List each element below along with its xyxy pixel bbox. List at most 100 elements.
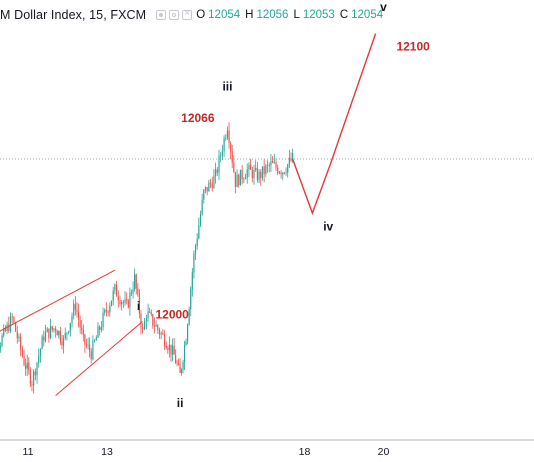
channel-upper-line[interactable] [0, 269, 116, 341]
candle-body [38, 355, 40, 363]
candle [49, 318, 52, 340]
candle [16, 325, 18, 344]
candle [34, 368, 36, 381]
candle [87, 337, 89, 350]
candle [134, 268, 136, 292]
candle-body [8, 324, 10, 332]
candle-body [190, 289, 192, 310]
wave-label-v: v [380, 0, 387, 14]
candle-body [193, 253, 195, 273]
candle [220, 152, 222, 163]
candle [221, 144, 223, 161]
candle [93, 339, 96, 343]
candle [117, 290, 119, 308]
candle [241, 164, 243, 185]
candle [77, 303, 80, 328]
candle-body [97, 326, 99, 338]
candle [160, 331, 162, 340]
candle [76, 302, 78, 318]
channel-lower-line[interactable] [55, 321, 143, 396]
candle-body [29, 369, 31, 385]
candle [29, 367, 31, 388]
candle-body [110, 300, 113, 306]
candle-body [16, 331, 18, 339]
candle [39, 348, 42, 363]
x-tick-label: 13 [101, 446, 113, 458]
candle-body [180, 369, 183, 374]
candle-body [58, 331, 60, 336]
settings-icon[interactable] [169, 10, 180, 20]
close-icon[interactable] [182, 8, 193, 20]
candle [138, 289, 140, 319]
eye-icon[interactable] [156, 10, 167, 20]
candle-body [209, 182, 212, 184]
candle-body [165, 346, 167, 349]
candle-body [105, 309, 108, 312]
candle-body [155, 325, 157, 327]
candle-body [25, 365, 27, 369]
candle [18, 333, 20, 342]
candle-body [134, 274, 136, 290]
candle-body [228, 130, 230, 144]
candle-body [121, 302, 123, 305]
wave-label-ii: ii [177, 396, 184, 410]
candle [0, 342, 1, 353]
candle-body [177, 363, 180, 365]
symbol-title[interactable]: M Dollar Index, 15, FXCM [0, 8, 147, 22]
candle [153, 317, 155, 334]
candle [121, 300, 123, 311]
candle [90, 348, 92, 364]
high-label: H [245, 9, 254, 21]
candle-body [173, 345, 175, 355]
candle-body [95, 337, 97, 341]
candle [239, 169, 242, 186]
candle [199, 210, 202, 228]
candle-body [255, 167, 257, 170]
candle-body [109, 305, 111, 313]
candle [162, 328, 164, 336]
candle [95, 335, 97, 341]
candle [277, 164, 279, 176]
candle [135, 273, 137, 295]
candle-body [160, 333, 162, 335]
candle [130, 289, 133, 297]
candle [14, 321, 17, 332]
candle-body [85, 344, 88, 346]
candle [158, 327, 161, 339]
candle [168, 336, 171, 358]
candle [275, 158, 277, 171]
wave-label-iii: iii [222, 80, 232, 94]
candle [179, 358, 181, 374]
candle-body [250, 164, 252, 170]
wave-projection-line[interactable] [291, 33, 377, 216]
candle [3, 324, 5, 338]
close-label: C [339, 9, 349, 21]
candle-body [82, 329, 84, 335]
candles-layer [0, 122, 294, 394]
candle-body [124, 299, 126, 303]
candle [46, 327, 48, 333]
candle [230, 141, 232, 160]
candle-body [4, 327, 7, 331]
candle-body [175, 354, 177, 364]
candle-body [112, 290, 114, 301]
candle [171, 338, 174, 362]
candle-body [9, 316, 12, 332]
x-axis[interactable]: 1113182025 [23, 446, 534, 458]
candle-body [246, 169, 248, 178]
candle [203, 189, 205, 204]
candle-body [216, 169, 218, 173]
candle [107, 310, 109, 317]
candle [170, 344, 172, 362]
header-icons [156, 8, 193, 20]
candle-body [62, 337, 65, 346]
candle [263, 159, 265, 183]
candle-body [199, 214, 202, 226]
candle [1, 333, 3, 348]
candle-body [18, 336, 20, 339]
x-tick-label: 11 [23, 446, 34, 458]
candle-body [215, 169, 217, 176]
candle-body [213, 175, 215, 188]
